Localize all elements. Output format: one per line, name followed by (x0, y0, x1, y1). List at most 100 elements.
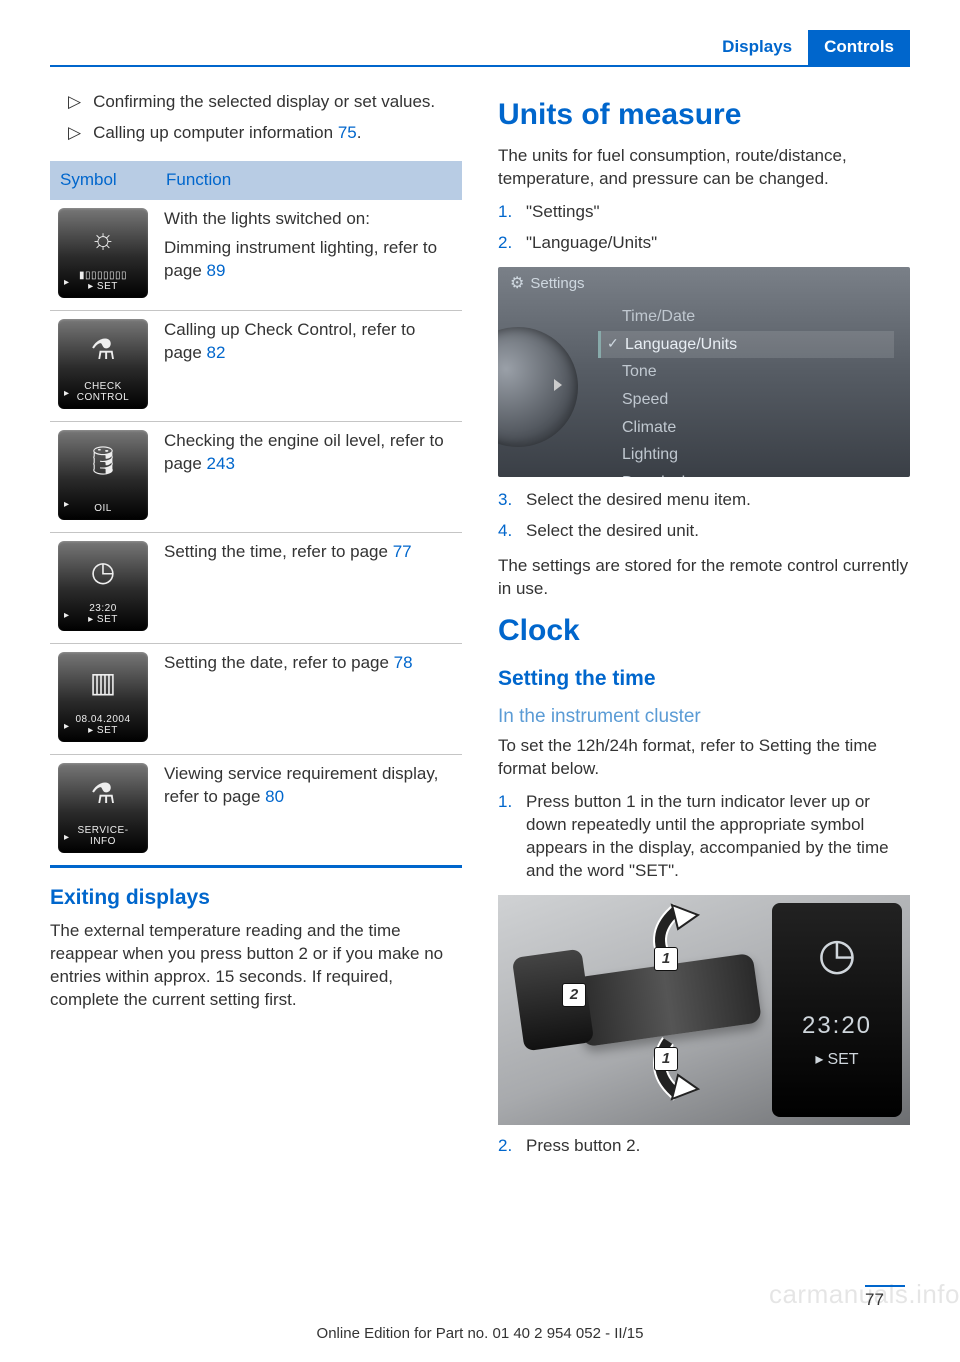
function-cell: Calling up Check Control, refer to page … (156, 310, 462, 421)
bullet-list: ▷ Confirming the selected display or set … (50, 91, 462, 145)
header-bar: Displays Controls (50, 30, 910, 67)
symbol-button: 🛢▸OIL (58, 430, 148, 520)
step-num-2: 2. (498, 1135, 516, 1158)
function-line2: Dimming instrument lighting, refer to pa… (164, 237, 454, 283)
step-text: Select the desired unit. (526, 520, 699, 543)
page-ref[interactable]: 82 (207, 343, 226, 362)
symbol-label: ▮▯▯▯▯▯▯▯ ▸ SET (58, 270, 148, 292)
step-text: Select the desired menu item. (526, 489, 751, 512)
table-row: ☼▸▮▯▯▯▯▯▯▯ ▸ SETWith the lights switched… (50, 200, 462, 311)
cluster-illustration: 2 1 1 ◷ 23:20 ▸SET (498, 895, 910, 1125)
function-line1: With the lights switched on: (164, 208, 454, 231)
function-cell: With the lights switched on: Dimming inst… (156, 200, 462, 311)
page-number: 77 (865, 1285, 905, 1312)
page-ref[interactable]: 80 (265, 787, 284, 806)
bullet-text: Calling up computer information 75. (93, 122, 361, 145)
step-number: 1. (498, 201, 516, 224)
breadcrumb-displays: Displays (706, 30, 808, 65)
units-steps-1: 1. "Settings" 2."Language/Units" (498, 201, 910, 255)
page-ref[interactable]: 243 (207, 454, 235, 473)
function-cell: Viewing service requirement display, ref… (156, 754, 462, 866)
lever-label-1-up: 1 (654, 947, 678, 971)
step-item: 2."Language/Units" (498, 232, 910, 255)
symbol-label: 23:20 ▸ SET (58, 603, 148, 625)
left-column: ▷ Confirming the selected display or set … (50, 91, 462, 1170)
symbol-button: ⚗▸SERVICE- INFO (58, 763, 148, 853)
lever-label-2: 2 (562, 983, 586, 1007)
bullet-marker-icon: ▷ (68, 91, 81, 114)
settings-title: Settings (530, 274, 584, 294)
function-line2: Calling up Check Control, refer to page … (164, 319, 454, 365)
step-number: 4. (498, 520, 516, 543)
step-num-1: 1. (498, 791, 516, 883)
step-item: 3. Select the desired menu item. (498, 489, 910, 512)
cluster-display: ◷ 23:20 ▸SET (772, 903, 902, 1117)
symbol-button: ◷▸23:20 ▸ SET (58, 541, 148, 631)
menu-item[interactable]: Time/Date (598, 303, 894, 331)
menu-item[interactable]: Tone (598, 358, 894, 386)
symbol-icon: ▥ (58, 664, 148, 702)
table-row: ◷▸23:20 ▸ SET Setting the time, refer to … (50, 532, 462, 643)
page-ref[interactable]: 75 (338, 123, 357, 142)
page-ref[interactable]: 77 (393, 542, 412, 561)
symbol-cell: ◷▸23:20 ▸ SET (50, 532, 156, 643)
function-cell: Checking the engine oil level, refer to … (156, 421, 462, 532)
right-column: Units of measure The units for fuel cons… (498, 91, 910, 1170)
heading-instrument-cluster: In the instrument cluster (498, 704, 910, 730)
idrive-knob (498, 327, 578, 447)
menu-item[interactable]: Lighting (598, 441, 894, 469)
settings-screenshot: ⚙ Settings Time/DateLanguage/UnitsToneSp… (498, 267, 910, 477)
units-steps-2: 3. Select the desired menu item. 4. Select … (498, 489, 910, 543)
symbol-label: OIL (58, 503, 148, 514)
arrow-up-icon (628, 903, 728, 973)
symbol-label: SERVICE- INFO (58, 825, 148, 847)
menu-item[interactable]: Climate (598, 414, 894, 442)
bullet-text: Confirming the selected display or set v… (93, 91, 435, 114)
display-set: SET (827, 1049, 858, 1071)
clock-body: To set the 12h/24h format, refer to Sett… (498, 735, 910, 781)
symbol-function-table: Symbol Function ☼▸▮▯▯▯▯▯▯▯ ▸ SETWith the… (50, 161, 462, 868)
symbol-icon: ⚗ (58, 331, 148, 369)
clock-icon: ◷ (778, 925, 896, 984)
table-row: ▥▸08.04.2004 ▸ SET Setting the date, refe… (50, 643, 462, 754)
function-cell: Setting the time, refer to page 77 (156, 532, 462, 643)
step-number: 3. (498, 489, 516, 512)
symbol-icon: ⚗ (58, 775, 148, 813)
step-item: 1. "Settings" (498, 201, 910, 224)
symbol-icon: ◷ (58, 553, 148, 591)
symbol-button: ▥▸08.04.2004 ▸ SET (58, 652, 148, 742)
page-ref[interactable]: 78 (394, 653, 413, 672)
symbol-icon: ☼ (58, 220, 148, 258)
breadcrumb-controls: Controls (808, 30, 910, 65)
bullet-item: ▷ Confirming the selected display or set … (50, 91, 462, 114)
function-line2: Setting the date, refer to page 78 (164, 652, 454, 675)
symbol-label: CHECK CONTROL (58, 381, 148, 403)
table-row: ⚗▸SERVICE- INFO Viewing service requireme… (50, 754, 462, 866)
clock-step-1: Press button 1 in the turn indicator lev… (526, 791, 910, 883)
clock-step-2: Press button 2. (526, 1135, 640, 1158)
settings-menu: Time/DateLanguage/UnitsToneSpeedClimateL… (598, 303, 894, 477)
clock-steps-2: 2. Press button 2. (498, 1135, 910, 1158)
exiting-body: The external temperature reading and the… (50, 920, 462, 1012)
units-footnote: The settings are stored for the remote c… (498, 555, 910, 601)
triangle-icon: ▸ (815, 1049, 823, 1071)
heading-exiting-displays: Exiting displays (50, 884, 462, 912)
lever-label-1-down: 1 (654, 1047, 678, 1071)
page-ref[interactable]: 89 (207, 261, 226, 280)
symbol-cell: ▥▸08.04.2004 ▸ SET (50, 643, 156, 754)
function-line2: Viewing service requirement display, ref… (164, 763, 454, 809)
menu-item[interactable]: Speed (598, 386, 894, 414)
symbol-cell: ⚗▸SERVICE- INFO (50, 754, 156, 866)
menu-item[interactable]: Language/Units (598, 331, 894, 359)
step-text: "Settings" (526, 201, 600, 224)
symbol-icon: 🛢 (58, 442, 148, 480)
bullet-marker-icon: ▷ (68, 122, 81, 145)
heading-setting-time: Setting the time (498, 665, 910, 693)
symbol-cell: 🛢▸OIL (50, 421, 156, 532)
gear-icon: ⚙ (510, 273, 524, 295)
bullet-item: ▷ Calling up computer information 75. (50, 122, 462, 145)
step-text: "Language/Units" (526, 232, 657, 255)
menu-item[interactable]: Door locks (598, 469, 894, 477)
display-time: 23:20 (778, 1010, 896, 1042)
function-line2: Setting the time, refer to page 77 (164, 541, 454, 564)
